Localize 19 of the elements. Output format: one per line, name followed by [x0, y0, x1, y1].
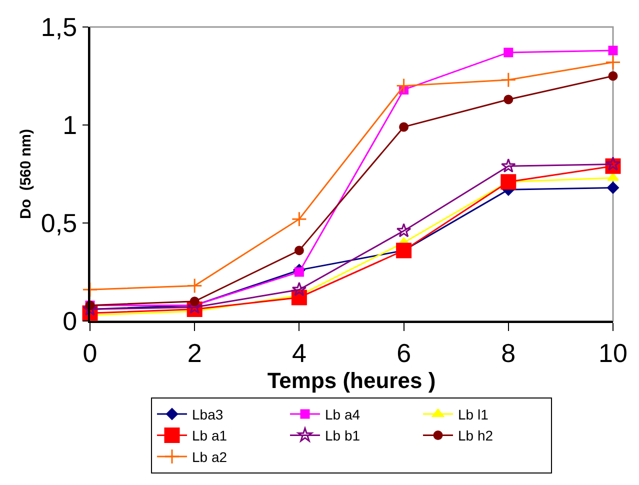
legend-label: Lb b1	[325, 428, 360, 444]
legend-label: Lba3	[192, 406, 224, 422]
legend-label: Lb a2	[192, 448, 228, 465]
y-tick-label: 0,5	[40, 208, 78, 238]
x-tick-label: 2	[187, 338, 202, 368]
legend-label: Lb a1	[192, 428, 228, 444]
x-tick-label: 4	[292, 338, 306, 368]
legend-label: Lb a4	[325, 406, 360, 422]
x-tick-label: 0	[82, 338, 98, 368]
legend-label: Lb l1	[458, 406, 489, 422]
y-axis-title: Do (560 nm)	[18, 128, 35, 220]
y-tick-label: 0	[62, 306, 78, 336]
x-tick-label: 6	[396, 338, 412, 368]
x-tick-label: 8	[501, 338, 516, 368]
y-tick-label: 1	[62, 110, 78, 140]
legend-label: Lb h2	[458, 428, 494, 444]
y-tick-label: 1,5	[40, 12, 78, 42]
x-tick-label: 10	[598, 338, 628, 368]
x-axis-title: Temps (heures )	[267, 368, 436, 393]
